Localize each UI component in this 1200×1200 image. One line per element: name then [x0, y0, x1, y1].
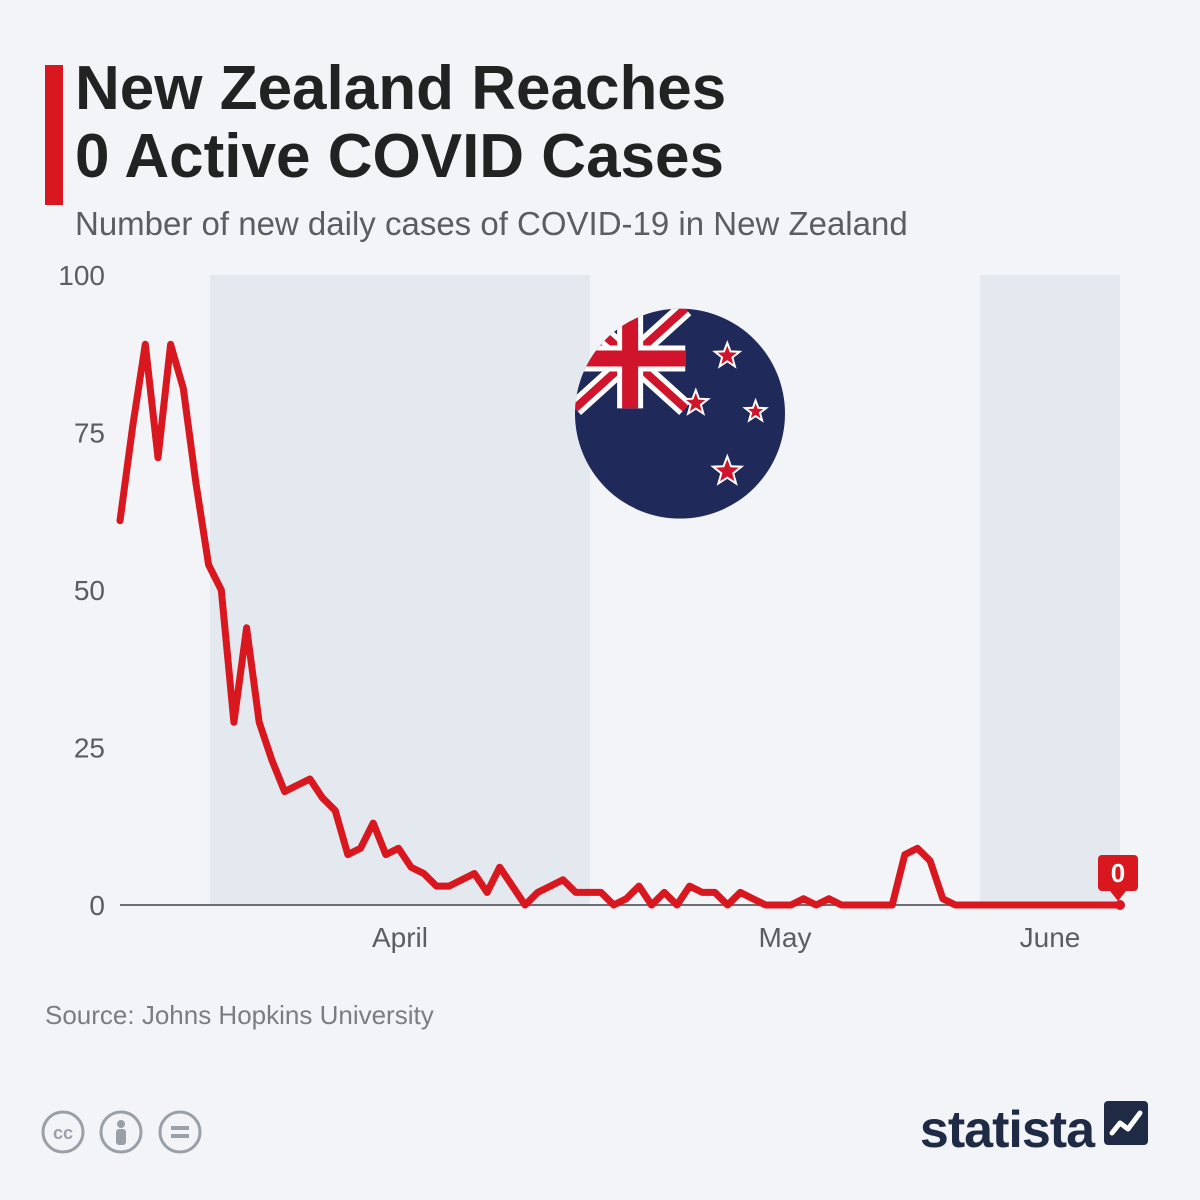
- source-name: Johns Hopkins University: [142, 1000, 434, 1030]
- svg-text:50: 50: [74, 575, 105, 606]
- line-chart: 0 25 50 75 100 April May June 0: [40, 265, 1160, 965]
- svg-text:May: May: [759, 922, 812, 953]
- title-line-2: 0 Active COVID Cases: [75, 122, 724, 191]
- svg-text:0: 0: [1111, 858, 1125, 888]
- svg-text:June: June: [1020, 922, 1081, 953]
- by-icon: [98, 1109, 144, 1155]
- svg-text:100: 100: [58, 265, 105, 291]
- brand-logo: statista: [920, 1099, 1150, 1160]
- page-subtitle: Number of new daily cases of COVID-19 in…: [75, 205, 1140, 243]
- nd-icon: [157, 1109, 203, 1155]
- svg-text:cc: cc: [53, 1123, 73, 1143]
- svg-text:25: 25: [74, 733, 105, 764]
- svg-text:April: April: [372, 922, 428, 953]
- title-line-1: New Zealand Reaches: [75, 54, 726, 123]
- source-attribution: Source: Johns Hopkins University: [45, 1000, 434, 1031]
- license-icons: cc: [40, 1109, 211, 1160]
- source-prefix: Source:: [45, 1000, 142, 1030]
- brand-mark-icon: [1102, 1099, 1150, 1160]
- svg-text:75: 75: [74, 418, 105, 449]
- header: New Zealand Reaches 0 Active COVID Cases…: [75, 55, 1140, 243]
- svg-text:0: 0: [89, 890, 105, 921]
- title-accent-bar: [45, 65, 63, 205]
- cc-icon: cc: [40, 1109, 86, 1155]
- brand-text: statista: [920, 1100, 1094, 1160]
- page-title: New Zealand Reaches 0 Active COVID Cases: [75, 55, 1140, 191]
